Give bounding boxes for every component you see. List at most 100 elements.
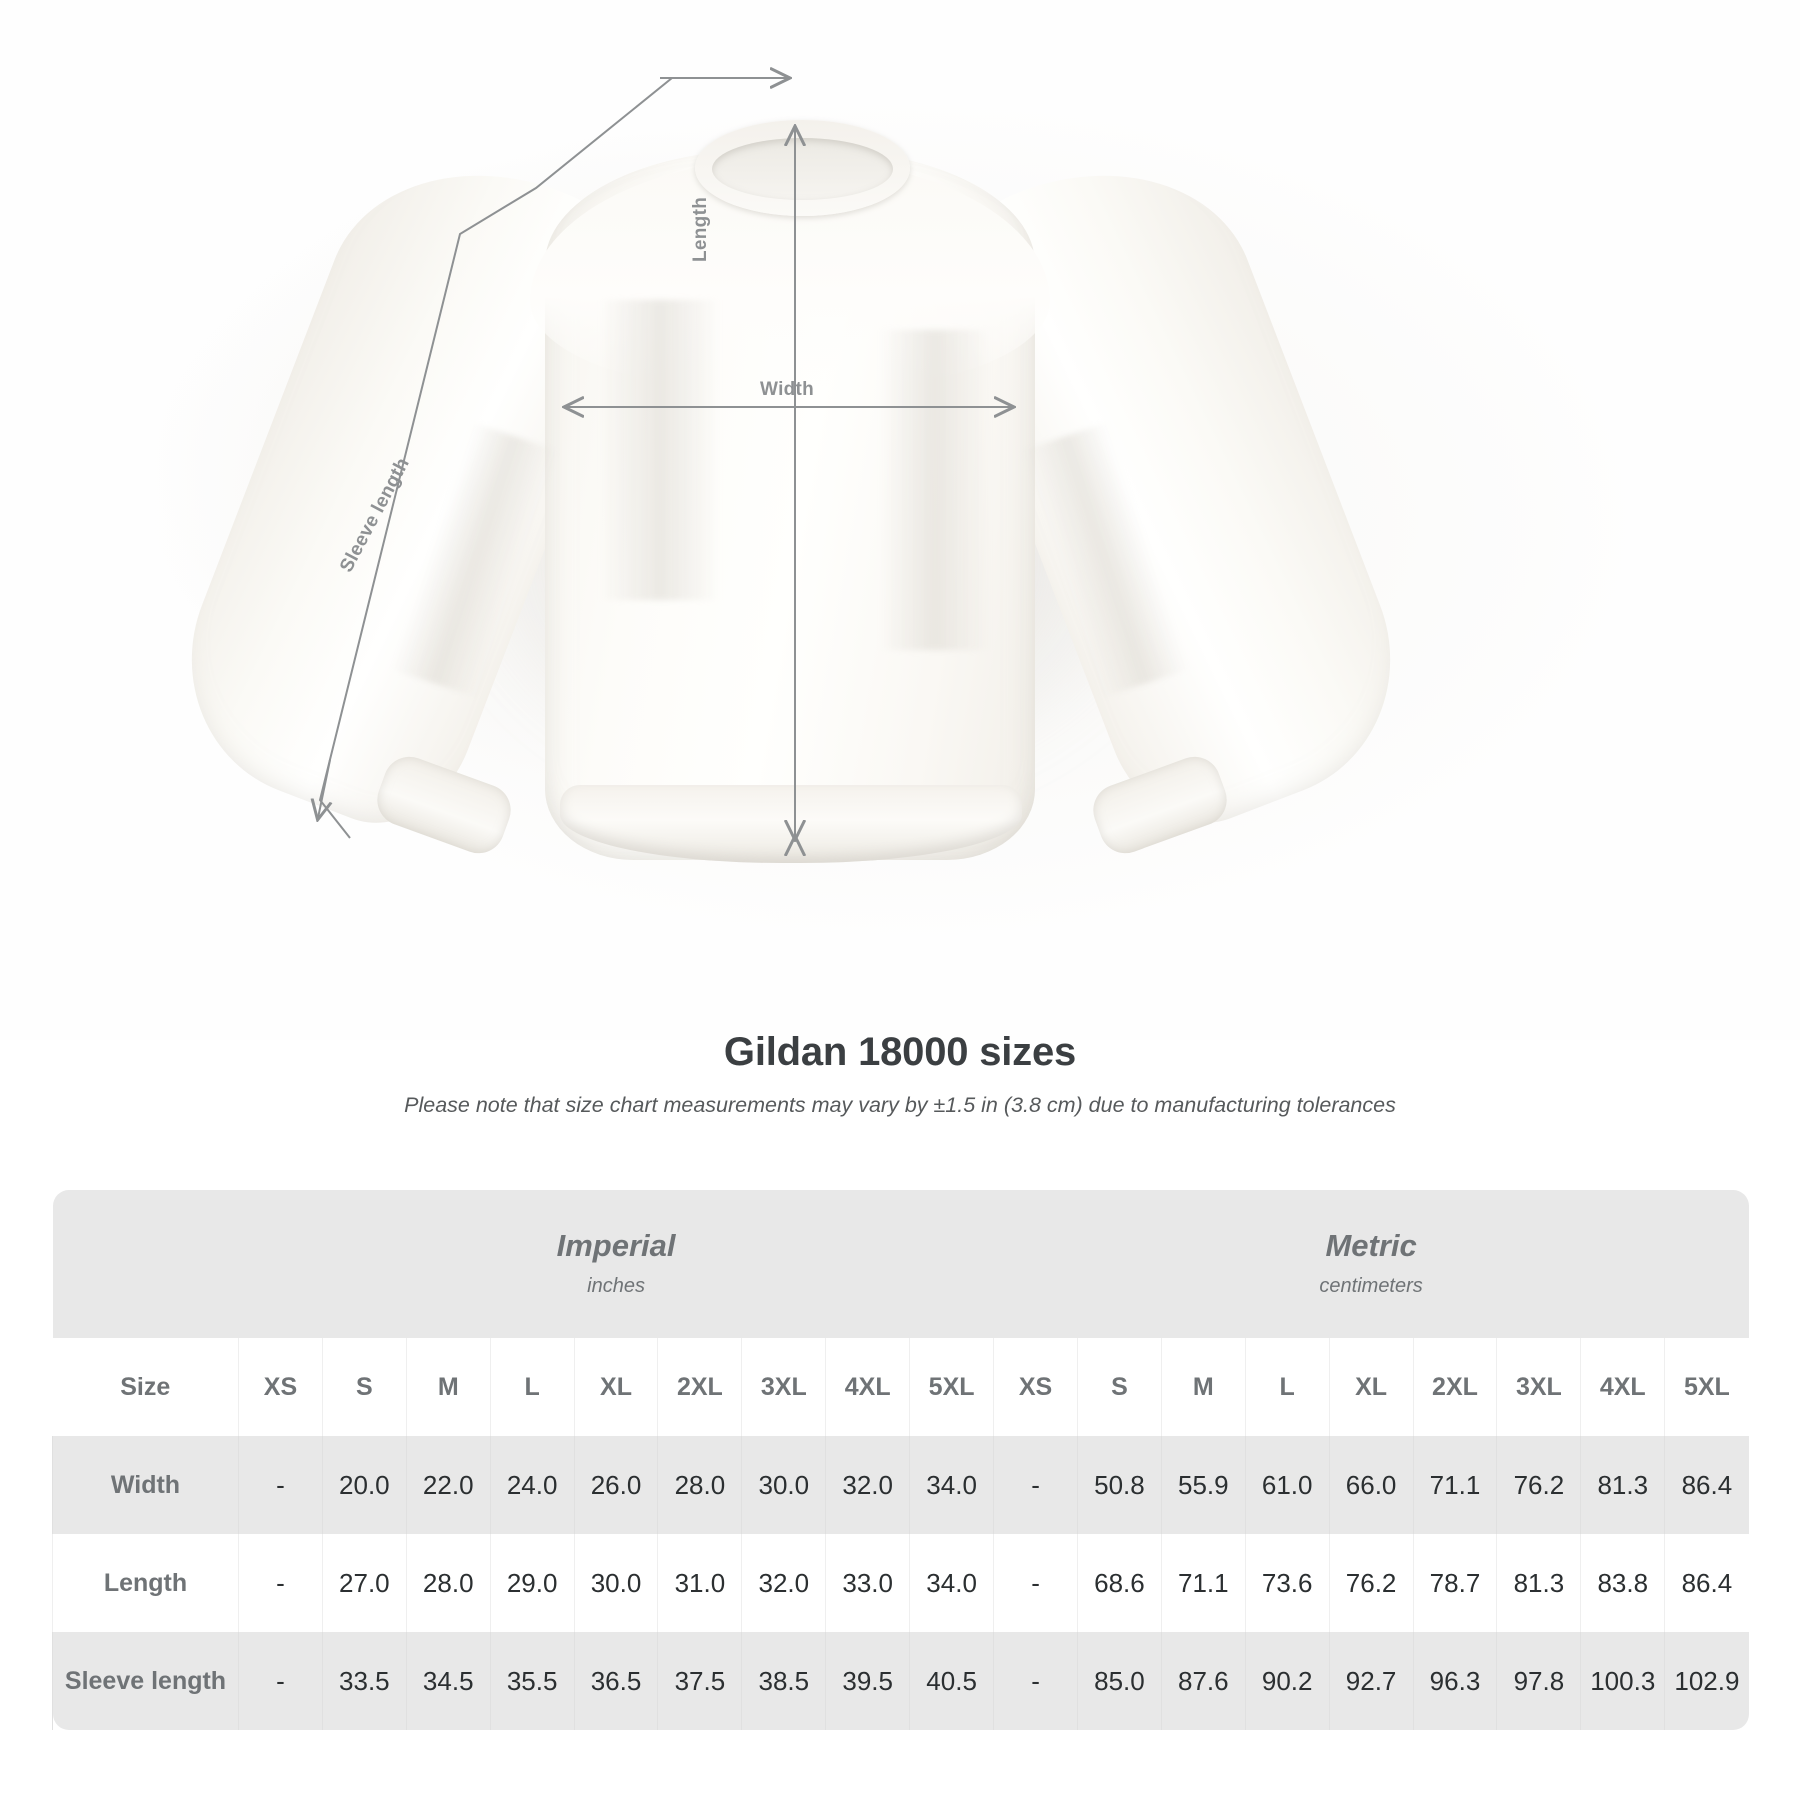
table-cell: 39.5	[825, 1632, 910, 1730]
table-cell: 29.0	[489, 1534, 575, 1632]
unit-imperial-name: Imperial	[556, 1228, 676, 1264]
row-label: Width	[52, 1436, 239, 1534]
table-cell: 83.8	[1580, 1534, 1665, 1632]
table-cell: -	[238, 1534, 323, 1632]
table-cell: 38.5	[741, 1632, 826, 1730]
table-cell: -	[993, 1632, 1078, 1730]
size-header-cell: 4XL	[1580, 1338, 1665, 1436]
table-cell: 100.3	[1580, 1632, 1665, 1730]
table-cell: 22.0	[405, 1436, 491, 1534]
size-header-cell: M	[1160, 1338, 1246, 1436]
table-cell: -	[238, 1436, 323, 1534]
table-cell: 81.3	[1580, 1436, 1665, 1534]
garment-hero: Length Width Sleeve length	[0, 0, 1800, 1040]
table-cell: 26.0	[573, 1436, 658, 1534]
unit-band-spacer	[52, 1190, 239, 1338]
table-cell: 71.1	[1412, 1436, 1497, 1534]
table-cell: 36.5	[573, 1632, 658, 1730]
table-cell: 66.0	[1328, 1436, 1414, 1534]
table-cell: 96.3	[1412, 1632, 1497, 1730]
size-header-cell: S	[321, 1338, 407, 1436]
fabric-fold	[880, 330, 990, 650]
size-table: Imperial inches Metric centimeters Size …	[52, 1190, 1749, 1730]
size-header-cell: 2XL	[657, 1338, 742, 1436]
table-cell: 85.0	[1076, 1632, 1162, 1730]
table-cell: 30.0	[741, 1436, 826, 1534]
unit-imperial-sub: inches	[587, 1274, 645, 1297]
size-header-cell: 2XL	[1412, 1338, 1497, 1436]
table-cell: 34.0	[909, 1534, 994, 1632]
size-header-cell: S	[1076, 1338, 1162, 1436]
table-cell: 71.1	[1160, 1534, 1246, 1632]
size-header-cell: XS	[993, 1338, 1078, 1436]
size-header-cell: L	[1244, 1338, 1330, 1436]
table-cell: 76.2	[1328, 1534, 1414, 1632]
unit-metric-cell: Metric centimeters	[993, 1190, 1749, 1338]
table-cell: 20.0	[321, 1436, 407, 1534]
table-cell: 87.6	[1160, 1632, 1246, 1730]
table-cell: 32.0	[825, 1436, 910, 1534]
table-cell: 78.7	[1412, 1534, 1497, 1632]
table-cell: 73.6	[1244, 1534, 1330, 1632]
table-cell: 102.9	[1664, 1632, 1749, 1730]
table-cell: 40.5	[909, 1632, 994, 1730]
width-measure-label: Width	[760, 379, 815, 400]
table-cell: 86.4	[1664, 1436, 1749, 1534]
table-cell: 76.2	[1496, 1436, 1581, 1534]
size-header-cell: XL	[573, 1338, 658, 1436]
unit-metric-sub: centimeters	[1319, 1274, 1423, 1297]
size-header-cell: 3XL	[1496, 1338, 1581, 1436]
unit-metric-name: Metric	[1325, 1228, 1417, 1264]
unit-band-row: Imperial inches Metric centimeters	[52, 1190, 1749, 1338]
table-cell: 34.0	[909, 1436, 994, 1534]
table-cell: -	[238, 1632, 323, 1730]
page-title: Gildan 18000 sizes	[723, 1030, 1077, 1074]
table-cell: 97.8	[1496, 1632, 1581, 1730]
fabric-fold	[600, 300, 720, 600]
unit-imperial-cell: Imperial inches	[238, 1190, 994, 1338]
neckband-inner	[712, 138, 893, 200]
table-cell: 92.7	[1328, 1632, 1414, 1730]
size-header-row: Size XS S M L XL 2XL 3XL 4XL 5XL XS S M …	[52, 1338, 1749, 1436]
table-cell: 32.0	[741, 1534, 826, 1632]
table-cell: 31.0	[657, 1534, 742, 1632]
table-row: Width - 20.0 22.0 24.0 26.0 28.0 30.0 32…	[52, 1436, 1749, 1534]
table-cell: 55.9	[1160, 1436, 1246, 1534]
size-header-cell: 5XL	[909, 1338, 994, 1436]
size-table-container: Imperial inches Metric centimeters Size …	[52, 1190, 1749, 1730]
sweatshirt-photo	[149, 120, 1433, 890]
table-cell: 24.0	[489, 1436, 575, 1534]
row-label: Length	[52, 1534, 239, 1632]
size-header-cell: XS	[238, 1338, 323, 1436]
table-row: Sleeve length - 33.5 34.5 35.5 36.5 37.5…	[52, 1632, 1749, 1730]
tolerance-note: Please note that size chart measurements…	[404, 1093, 1396, 1117]
table-cell: 37.5	[657, 1632, 742, 1730]
size-header-cell: 5XL	[1664, 1338, 1749, 1436]
size-header-cell: M	[405, 1338, 491, 1436]
table-cell: -	[993, 1534, 1078, 1632]
table-cell: 33.5	[321, 1632, 407, 1730]
table-cell: 81.3	[1496, 1534, 1581, 1632]
title-block: Gildan 18000 sizes Please note that size…	[0, 1030, 1800, 1118]
table-cell: 50.8	[1076, 1436, 1162, 1534]
table-cell: 90.2	[1244, 1632, 1330, 1730]
table-cell: 35.5	[489, 1632, 575, 1730]
size-header-cell: 3XL	[741, 1338, 826, 1436]
table-cell: 86.4	[1664, 1534, 1749, 1632]
table-cell: 28.0	[657, 1436, 742, 1534]
size-header-cell: 4XL	[825, 1338, 910, 1436]
table-cell: 28.0	[405, 1534, 491, 1632]
size-header-cell: XL	[1328, 1338, 1414, 1436]
table-cell: 61.0	[1244, 1436, 1330, 1534]
table-cell: 68.6	[1076, 1534, 1162, 1632]
table-row: Length - 27.0 28.0 29.0 30.0 31.0 32.0 3…	[52, 1534, 1749, 1632]
table-cell: 27.0	[321, 1534, 407, 1632]
length-measure-label: Length	[690, 196, 711, 262]
table-cell: -	[993, 1436, 1078, 1534]
row-label: Sleeve length	[52, 1632, 239, 1730]
size-header-label: Size	[52, 1338, 239, 1436]
size-header-cell: L	[489, 1338, 575, 1436]
table-cell: 30.0	[573, 1534, 658, 1632]
table-cell: 34.5	[405, 1632, 491, 1730]
